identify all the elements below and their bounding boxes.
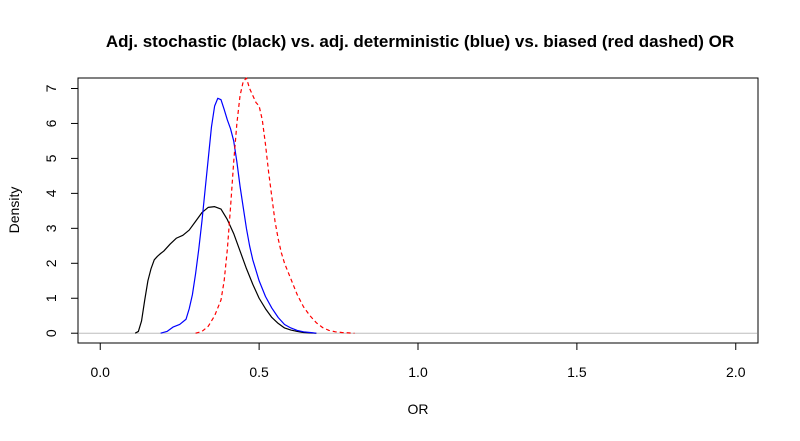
y-tick-label: 4	[43, 189, 59, 197]
y-tick-label: 5	[43, 154, 59, 162]
y-tick-label: 2	[43, 259, 59, 267]
y-tick-label: 1	[43, 294, 59, 302]
y-axis-label: Density	[6, 187, 22, 234]
plot-frame	[77, 77, 759, 344]
y-tick-label: 7	[43, 84, 59, 92]
y-axis: 0 1 2 3 4 5 6 7	[43, 84, 79, 337]
x-tick-label: 2.0	[726, 364, 746, 380]
x-tick-label: 1.5	[567, 364, 587, 380]
adj-deterministic-density-line	[160, 97, 317, 334]
x-axis-label: OR	[408, 401, 429, 417]
y-tick-label: 3	[43, 224, 59, 232]
x-tick-label: 0.5	[249, 364, 269, 380]
y-tick-label: 0	[43, 329, 59, 337]
x-tick-label: 1.0	[408, 364, 428, 380]
y-tick-label: 6	[43, 119, 59, 127]
chart-title: Adj. stochastic (black) vs. adj. determi…	[106, 32, 734, 51]
adj-stochastic-density-line	[134, 206, 317, 334]
x-tick-label: 0.0	[91, 364, 111, 380]
x-axis: 0.0 0.5 1.0 1.5 2.0	[91, 342, 746, 380]
series-layer	[134, 77, 355, 334]
biased-density-line	[195, 77, 355, 334]
